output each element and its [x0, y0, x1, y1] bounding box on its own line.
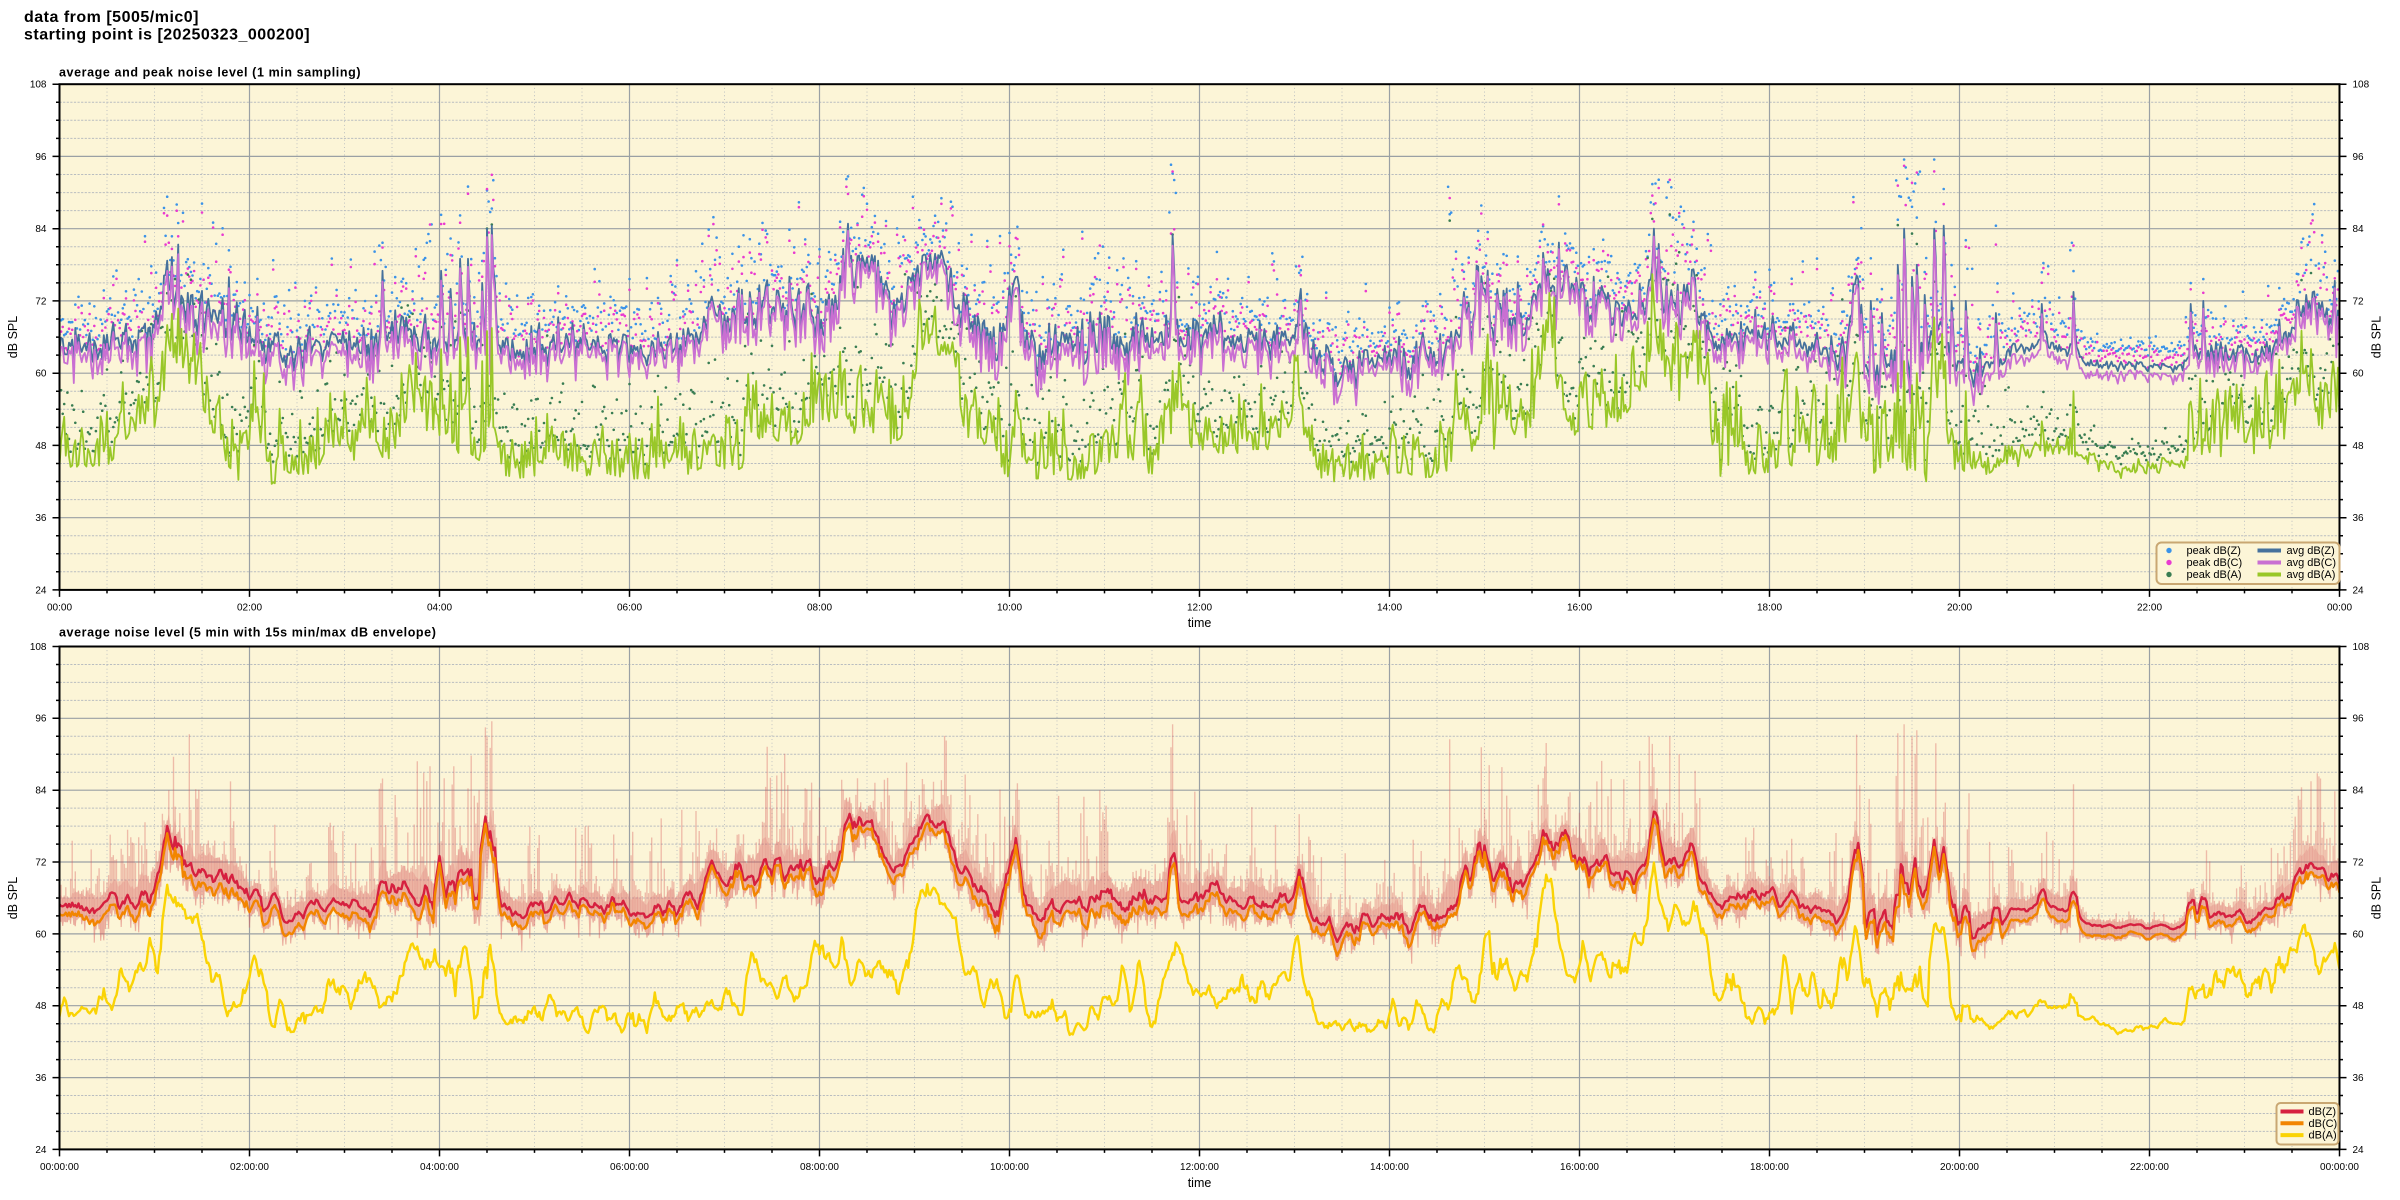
- svg-text:60: 60: [35, 929, 47, 940]
- svg-text:dB(A): dB(A): [2309, 1130, 2337, 1142]
- svg-text:00:00: 00:00: [47, 602, 72, 613]
- svg-text:108: 108: [30, 80, 47, 91]
- svg-text:96: 96: [2353, 152, 2365, 163]
- svg-text:48: 48: [2353, 1001, 2365, 1012]
- svg-text:84: 84: [2353, 786, 2365, 797]
- svg-text:22:00:00: 22:00:00: [2130, 1162, 2169, 1173]
- svg-text:24: 24: [2353, 1145, 2365, 1156]
- svg-text:dB SPL: dB SPL: [6, 316, 20, 358]
- svg-text:36: 36: [35, 513, 47, 524]
- svg-text:12:00: 12:00: [1187, 602, 1212, 613]
- svg-text:06:00: 06:00: [617, 602, 642, 613]
- svg-text:96: 96: [35, 714, 47, 725]
- svg-text:14:00:00: 14:00:00: [1370, 1162, 1409, 1173]
- svg-text:dB SPL: dB SPL: [6, 877, 20, 919]
- svg-text:60: 60: [35, 369, 47, 380]
- svg-text:108: 108: [30, 642, 47, 653]
- svg-text:average and peak noise level (: average and peak noise level (1 min samp…: [59, 66, 361, 80]
- svg-text:48: 48: [35, 1001, 47, 1012]
- svg-text:36: 36: [35, 1073, 47, 1084]
- svg-text:02:00:00: 02:00:00: [230, 1162, 269, 1173]
- svg-text:dB(Z): dB(Z): [2309, 1106, 2337, 1118]
- svg-text:peak dB(C): peak dB(C): [2187, 557, 2243, 569]
- svg-text:08:00:00: 08:00:00: [800, 1162, 839, 1173]
- svg-text:avg dB(C): avg dB(C): [2287, 557, 2337, 569]
- svg-text:96: 96: [2353, 714, 2365, 725]
- svg-text:data from [5005/mic0]: data from [5005/mic0]: [24, 9, 199, 26]
- svg-text:10:00: 10:00: [997, 602, 1022, 613]
- svg-text:22:00: 22:00: [2137, 602, 2162, 613]
- svg-text:10:00:00: 10:00:00: [990, 1162, 1029, 1173]
- svg-text:18:00:00: 18:00:00: [1750, 1162, 1789, 1173]
- svg-text:06:00:00: 06:00:00: [610, 1162, 649, 1173]
- svg-text:peak dB(Z): peak dB(Z): [2187, 545, 2241, 557]
- svg-text:peak dB(A): peak dB(A): [2187, 569, 2242, 581]
- svg-text:18:00: 18:00: [1757, 602, 1782, 613]
- svg-text:72: 72: [2353, 857, 2365, 868]
- svg-text:72: 72: [35, 296, 47, 307]
- svg-text:16:00:00: 16:00:00: [1560, 1162, 1599, 1173]
- svg-text:24: 24: [35, 585, 47, 596]
- svg-text:20:00:00: 20:00:00: [1940, 1162, 1979, 1173]
- svg-text:dB SPL: dB SPL: [2370, 877, 2384, 919]
- svg-text:60: 60: [2353, 929, 2365, 940]
- svg-text:avg dB(Z): avg dB(Z): [2287, 545, 2335, 557]
- svg-text:12:00:00: 12:00:00: [1180, 1162, 1219, 1173]
- svg-text:36: 36: [2353, 1073, 2365, 1084]
- svg-text:84: 84: [35, 224, 47, 235]
- svg-text:14:00: 14:00: [1377, 602, 1402, 613]
- svg-text:04:00:00: 04:00:00: [420, 1162, 459, 1173]
- svg-text:avg dB(A): avg dB(A): [2287, 569, 2336, 581]
- svg-text:average noise level (5 min wit: average noise level (5 min with 15s min/…: [59, 626, 436, 640]
- svg-text:96: 96: [35, 152, 47, 163]
- svg-text:08:00: 08:00: [807, 602, 832, 613]
- svg-text:starting point is [20250323_00: starting point is [20250323_000200]: [24, 27, 310, 44]
- svg-text:24: 24: [35, 1145, 47, 1156]
- svg-text:48: 48: [2353, 441, 2365, 452]
- svg-text:60: 60: [2353, 369, 2365, 380]
- svg-text:16:00: 16:00: [1567, 602, 1592, 613]
- svg-text:04:00: 04:00: [427, 602, 452, 613]
- svg-text:dB SPL: dB SPL: [2370, 316, 2384, 358]
- svg-text:72: 72: [35, 857, 47, 868]
- svg-text:time: time: [1188, 1176, 1212, 1190]
- svg-text:time: time: [1188, 616, 1212, 630]
- svg-text:84: 84: [2353, 224, 2365, 235]
- svg-text:24: 24: [2353, 585, 2365, 596]
- svg-text:02:00: 02:00: [237, 602, 262, 613]
- svg-text:00:00:00: 00:00:00: [40, 1162, 79, 1173]
- svg-text:36: 36: [2353, 513, 2365, 524]
- svg-text:20:00: 20:00: [1947, 602, 1972, 613]
- svg-text:00:00:00: 00:00:00: [2320, 1162, 2359, 1173]
- svg-text:00:00: 00:00: [2327, 602, 2352, 613]
- svg-text:72: 72: [2353, 296, 2365, 307]
- svg-text:108: 108: [2353, 642, 2370, 653]
- svg-text:48: 48: [35, 441, 47, 452]
- svg-text:108: 108: [2353, 80, 2370, 91]
- svg-text:84: 84: [35, 786, 47, 797]
- svg-text:dB(C): dB(C): [2309, 1118, 2338, 1130]
